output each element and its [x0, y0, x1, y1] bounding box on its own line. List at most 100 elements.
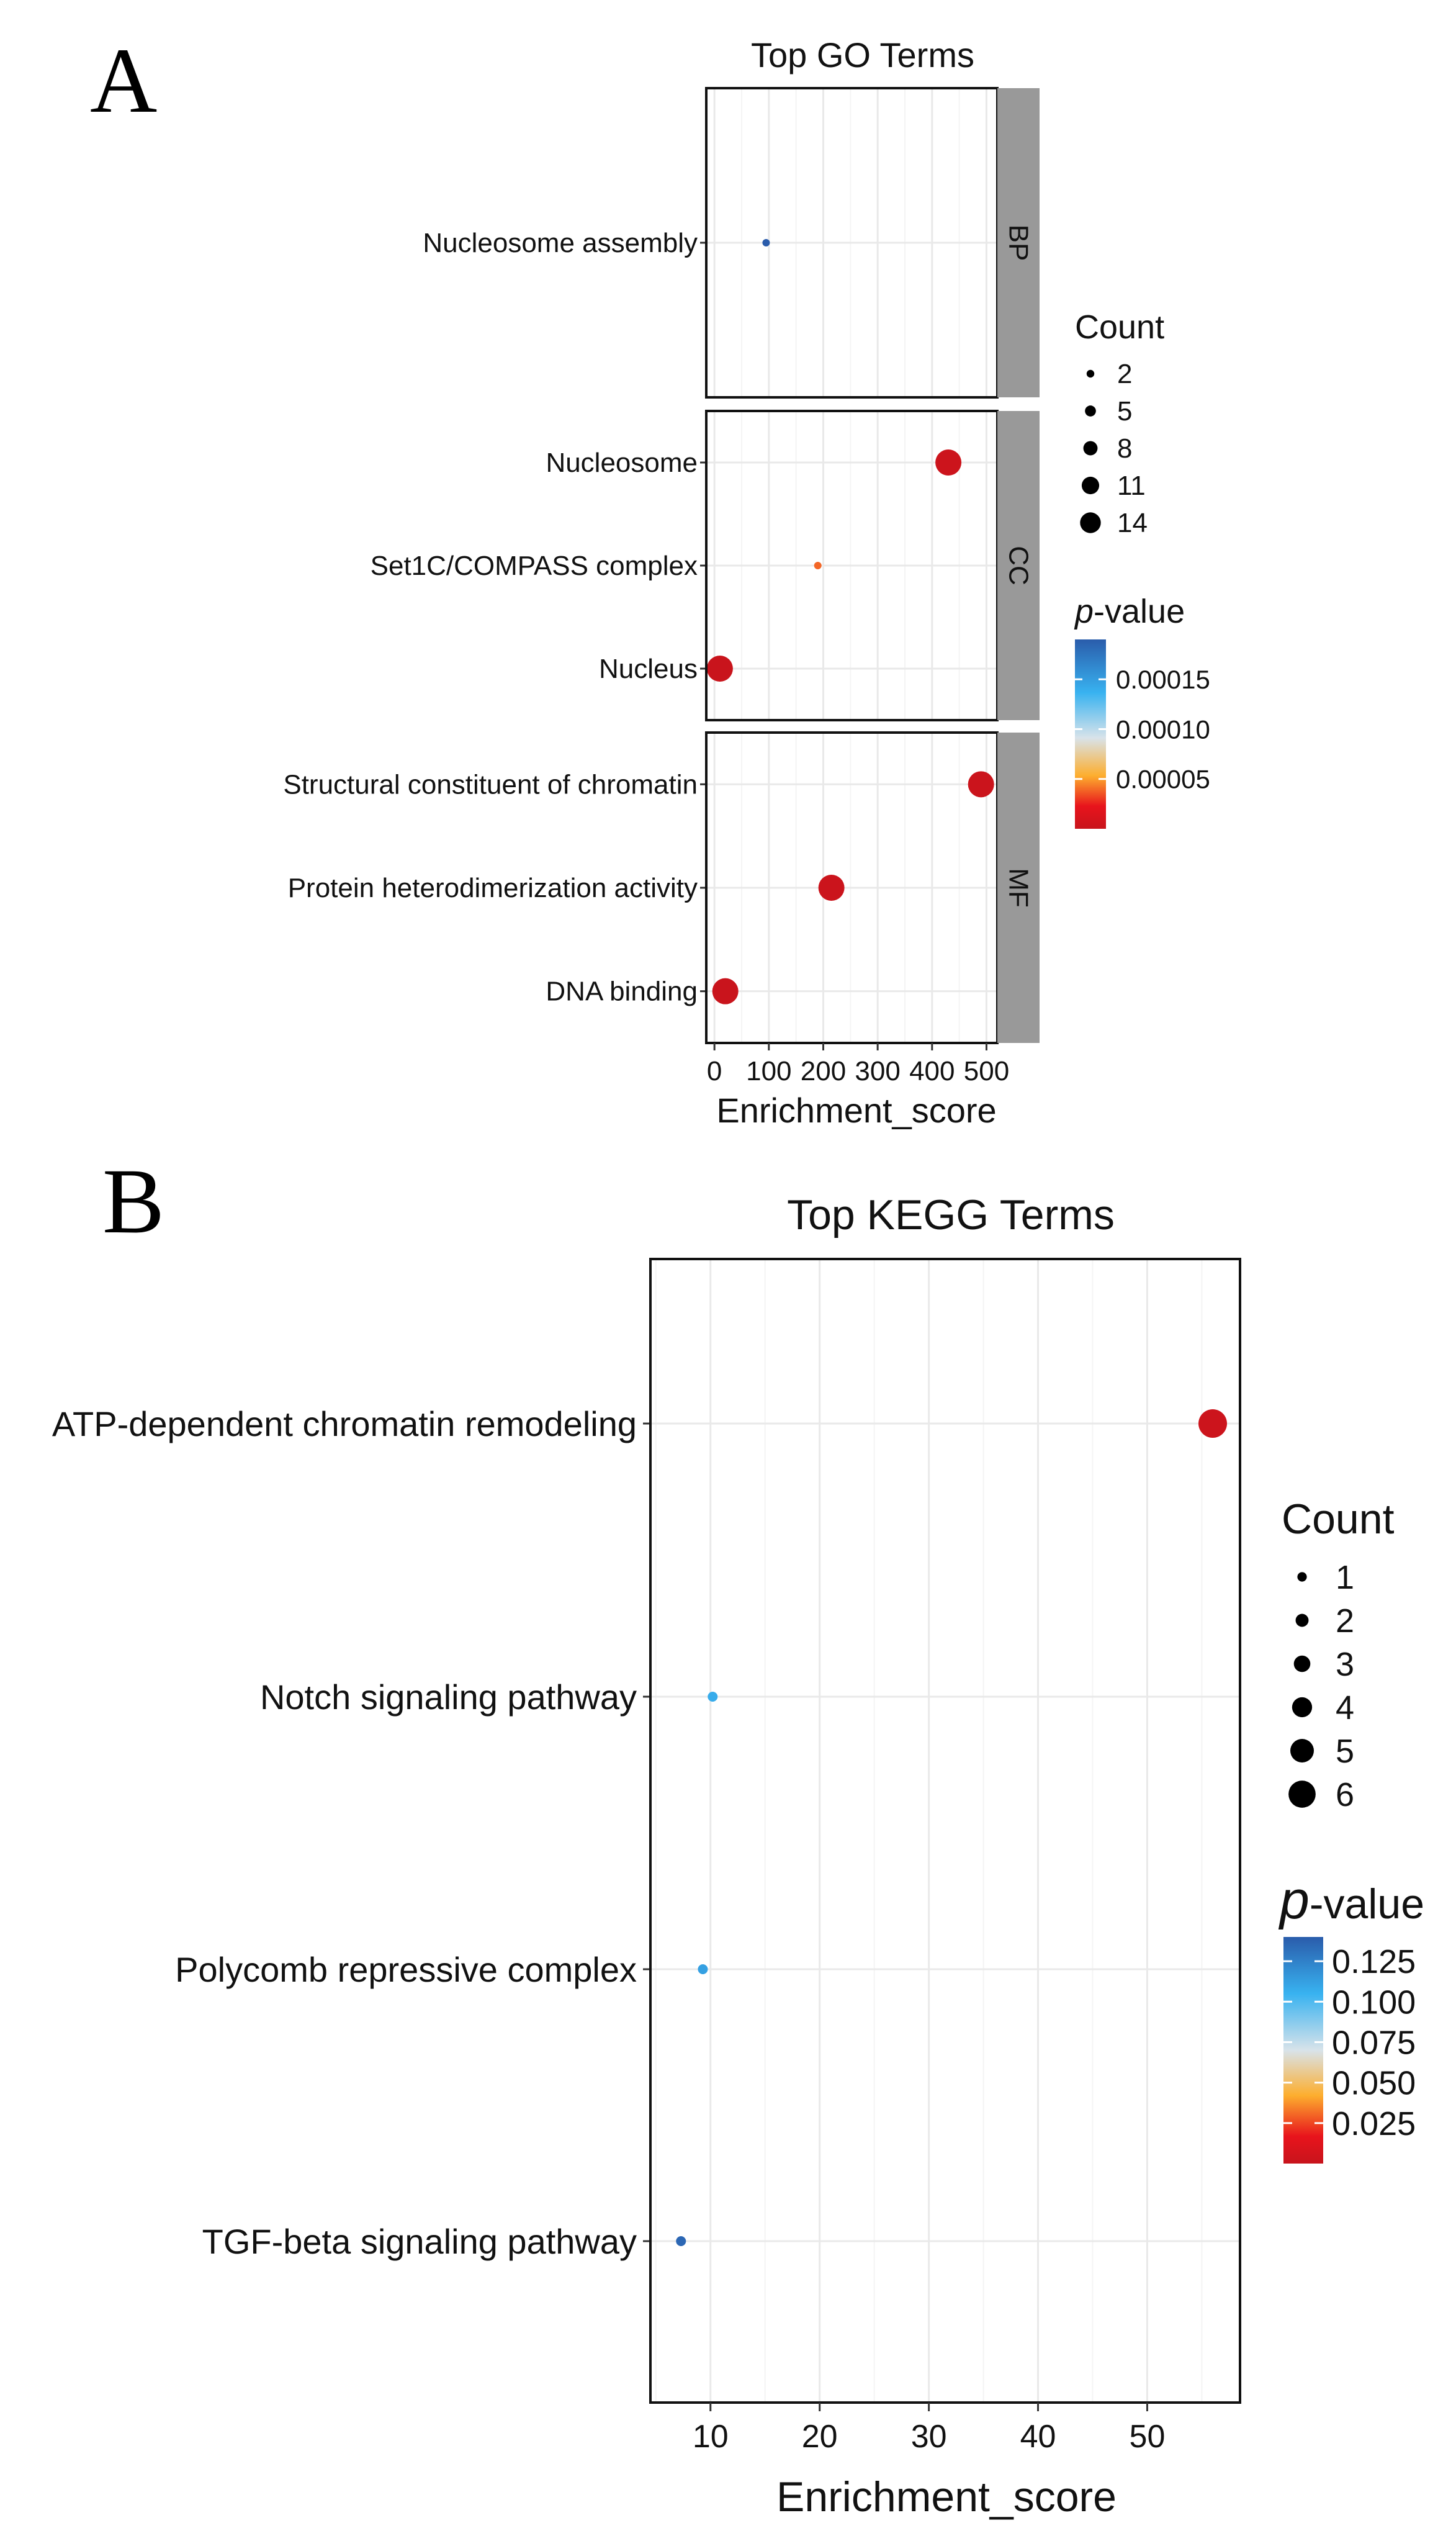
kegg-chart-title: Top KEGG Terms	[787, 1191, 1115, 1239]
kegg-colorbar-tick-label: 0.125	[1332, 1943, 1416, 1980]
kegg-count-legend-label: 4	[1336, 1689, 1354, 1726]
go-x-tick-label: 500	[964, 1056, 1009, 1086]
kegg-count-legend-dot	[1292, 1697, 1313, 1718]
go-count-legend-items: 2 5 8 11 14	[1080, 359, 1148, 538]
kegg-plot-background	[650, 1259, 1240, 2403]
go-term-label: Nucleosome	[546, 448, 698, 478]
kegg-term-label: Polycomb repressive complex	[175, 1950, 637, 1989]
kegg-term-label: TGF-beta signaling pathway	[202, 2222, 637, 2261]
go-chart-x-axis-label: Enrichment_score	[716, 1091, 996, 1130]
panel-letter-b: B	[102, 1150, 164, 1253]
kegg-count-legend-dot	[1290, 1739, 1314, 1762]
kegg-data-point	[698, 1964, 708, 1974]
go-chart: Top GO Terms Nucleosome assembly BPNucleo…	[283, 35, 1210, 1130]
go-term-label: Protein heterodimerization activity	[288, 873, 698, 903]
go-data-point	[935, 449, 962, 476]
kegg-count-legend-label: 5	[1336, 1733, 1354, 1770]
go-count-legend-dot	[1081, 476, 1100, 495]
go-facet-strip-label: MF	[1004, 868, 1034, 908]
go-x-tick-label: 100	[746, 1056, 791, 1086]
kegg-data-point	[676, 2236, 686, 2246]
go-x-tick-label: 300	[855, 1056, 900, 1086]
go-count-legend-label: 11	[1117, 471, 1146, 501]
go-data-point	[818, 875, 845, 901]
kegg-colorbar-tick-label: 0.100	[1332, 1984, 1416, 2021]
kegg-data-point	[708, 1692, 718, 1702]
kegg-x-tick-label: 20	[802, 2419, 838, 2455]
go-pvalue-legend-title-rest: -value	[1094, 593, 1185, 630]
kegg-x-tick-label: 50	[1130, 2419, 1166, 2455]
go-count-legend-label: 8	[1117, 433, 1132, 464]
go-x-tick-label: 0	[707, 1056, 722, 1086]
kegg-plot-frame	[649, 1258, 1241, 2404]
kegg-count-legend-dot	[1297, 1572, 1307, 1582]
go-count-legend-dot	[1083, 441, 1098, 456]
go-chart-title: Top GO Terms	[751, 35, 974, 74]
go-facet-strip	[997, 411, 1040, 720]
go-term-label: Nucleus	[599, 654, 698, 684]
go-facet-strip-label: BP	[1004, 225, 1034, 261]
go-facet-strip	[997, 733, 1040, 1043]
go-x-tick-label: 200	[801, 1056, 846, 1086]
kegg-pvalue-legend-title-rest: -value	[1310, 1880, 1424, 1928]
go-data-point	[814, 562, 822, 569]
kegg-count-legend-items: 1 2 3 4 5 6	[1288, 1559, 1354, 1813]
kegg-pvalue-legend-title-italic: p	[1278, 1871, 1310, 1930]
go-colorbar-tick-label: 0.00015	[1116, 665, 1210, 694]
kegg-count-legend-label: 6	[1336, 1776, 1354, 1813]
go-pvalue-legend-title: p-value	[1074, 593, 1185, 630]
kegg-chart-x-axis-label: Enrichment_score	[776, 2473, 1117, 2521]
go-chart-plot-area: Nucleosome assembly BP Nucleosome Set1C/COM…	[283, 87, 1040, 1086]
go-data-point	[712, 978, 739, 1004]
go-data-point	[968, 771, 994, 798]
kegg-count-legend-dot	[1288, 1781, 1316, 1808]
kegg-x-tick-label: 40	[1020, 2419, 1056, 2455]
go-term-label: DNA binding	[546, 977, 698, 1007]
go-pvalue-legend-title-italic: p	[1074, 593, 1094, 630]
kegg-chart-plot-area: ATP-dependent chromatin remodeling Notch …	[52, 1258, 1241, 2455]
go-count-legend-label: 5	[1117, 396, 1132, 427]
kegg-colorbar-tick-label: 0.025	[1332, 2105, 1416, 2142]
go-term-label: Nucleosome assembly	[423, 228, 698, 258]
kegg-pvalue-legend-title: p-value	[1278, 1871, 1424, 1930]
kegg-count-legend-dot	[1293, 1655, 1311, 1672]
go-count-legend-dot	[1085, 405, 1096, 417]
go-count-legend-label: 14	[1117, 508, 1148, 538]
go-pvalue-colorbar-ticks: 0.00005 0.00010 0.00015	[1075, 665, 1210, 794]
kegg-count-legend-label: 2	[1336, 1602, 1354, 1640]
go-count-legend-dot	[1080, 512, 1101, 533]
go-x-tick-label: 400	[909, 1056, 955, 1086]
go-facet-mf: Structural constituent of chromatin Prote…	[283, 731, 1040, 1044]
go-term-label: Structural constituent of chromatin	[283, 769, 698, 800]
kegg-count-legend-title: Count	[1282, 1496, 1395, 1543]
go-facet-cc: Nucleosome Set1C/COMPASS complex Nucleus CC	[371, 410, 1040, 721]
kegg-count-legend-label: 3	[1336, 1646, 1354, 1683]
kegg-pvalue-colorbar	[1283, 1937, 1323, 2164]
go-facet-strip	[997, 88, 1040, 397]
go-facet-strip-label: CC	[1004, 546, 1034, 585]
kegg-count-legend-label: 1	[1336, 1559, 1354, 1596]
kegg-count-legend-dot	[1295, 1614, 1309, 1627]
go-colorbar-tick-label: 0.00010	[1116, 715, 1210, 744]
kegg-colorbar-tick-label: 0.050	[1332, 2065, 1416, 2102]
go-term-label: Set1C/COMPASS complex	[371, 551, 698, 581]
go-data-point	[706, 656, 733, 682]
kegg-x-tick-label: 30	[911, 2419, 947, 2455]
go-count-legend-title: Count	[1075, 309, 1164, 346]
kegg-term-label: Notch signaling pathway	[260, 1677, 637, 1717]
kegg-term-label: ATP-dependent chromatin remodeling	[52, 1404, 637, 1443]
kegg-chart: Top KEGG Terms ATP-dependent chromatin r…	[52, 1191, 1424, 2521]
go-facet-bp: Nucleosome assembly BP	[423, 87, 1040, 399]
go-pvalue-colorbar	[1075, 639, 1106, 829]
go-count-legend-label: 2	[1117, 359, 1132, 389]
kegg-colorbar-tick-label: 0.075	[1332, 2024, 1416, 2061]
kegg-data-point	[1198, 1409, 1228, 1438]
go-count-legend-dot	[1086, 369, 1095, 378]
go-data-point	[762, 239, 770, 246]
panel-letter-a: A	[90, 29, 157, 132]
kegg-x-tick-label: 10	[693, 2419, 729, 2455]
